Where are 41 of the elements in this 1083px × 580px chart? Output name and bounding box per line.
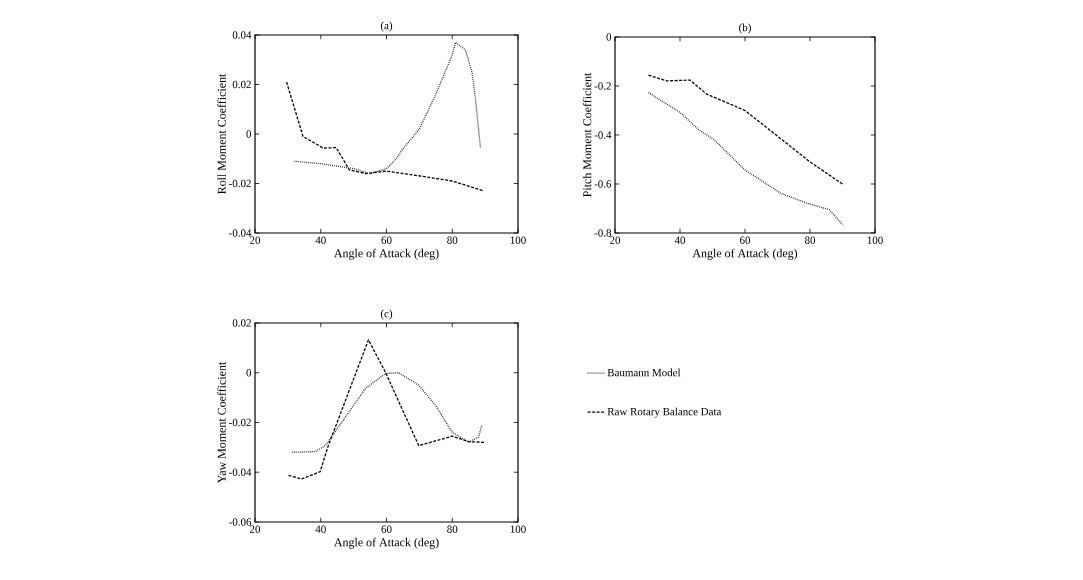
x-tick-label: 80 <box>447 525 458 533</box>
y-tick-label: -0.2 <box>594 82 611 90</box>
chart-title: (a) <box>380 21 393 32</box>
y-tick-label: -0.02 <box>229 179 251 188</box>
x-axis-title: Angle of Attack (deg) <box>334 248 439 260</box>
y-tick-label: 0 <box>246 369 252 377</box>
y-tick-label: 0 <box>606 33 612 41</box>
y-tick-label: -0.8 <box>594 229 612 237</box>
y-tick-label: -0.4 <box>594 131 612 139</box>
y-tick-label: -0.02 <box>229 418 251 427</box>
x-tick-label: 80 <box>804 236 816 244</box>
y-tick-label: 0.02 <box>232 319 251 327</box>
chart-title: (c) <box>380 309 393 320</box>
y-tick-label: -0.04 <box>229 229 252 237</box>
y-tick-label: -0.04 <box>229 468 252 476</box>
y-tick-label: 0.04 <box>232 31 252 39</box>
x-tick-label: 20 <box>250 525 261 533</box>
chart-title: (b) <box>739 23 751 34</box>
y-tick-label: 0 <box>246 130 252 138</box>
x-tick-label: 20 <box>250 236 261 244</box>
x-tick-label: 40 <box>315 525 326 533</box>
x-tick-label: 100 <box>510 236 526 244</box>
x-tick-label: 60 <box>740 236 751 244</box>
x-axis-title: Angle of Attack (deg) <box>334 537 439 549</box>
x-tick-label: 60 <box>381 525 392 533</box>
x-tick-label: 80 <box>447 236 458 244</box>
x-tick-label: 100 <box>510 525 526 533</box>
legend-label: Raw Rotary Balance Data <box>607 407 722 418</box>
x-tick-label: 20 <box>610 236 621 244</box>
x-tick-label: 40 <box>674 236 686 244</box>
x-tick-label: 100 <box>867 236 883 244</box>
y-axis-title: Yaw Moment Coefficient <box>217 361 226 484</box>
y-tick-label: -0.06 <box>229 518 252 526</box>
y-tick-label: 0.02 <box>232 80 251 89</box>
legend-label: Baumann Model <box>607 368 681 377</box>
y-axis-title: Pitch Moment Coefficient <box>582 72 592 197</box>
x-tick-label: 40 <box>315 236 326 244</box>
y-tick-label: -0.6 <box>594 180 612 188</box>
x-tick-label: 60 <box>381 236 392 244</box>
x-axis-title: Angle of Attack (deg) <box>692 248 798 260</box>
y-axis-title: Roll Moment Coefficient <box>217 73 226 194</box>
